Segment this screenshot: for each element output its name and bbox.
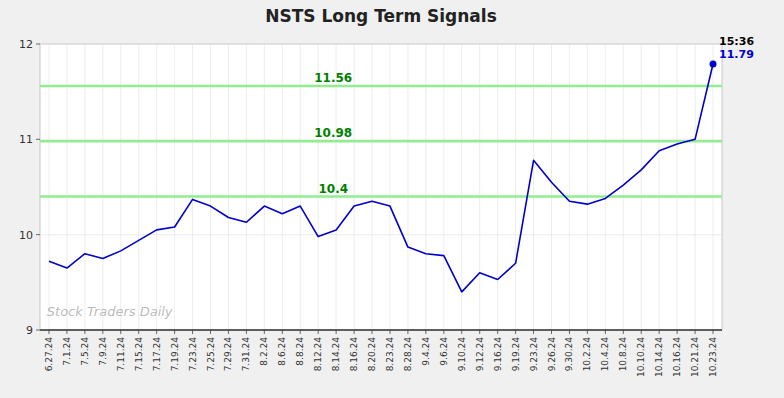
x-tick-label: 7.23.24: [188, 337, 198, 372]
x-tick-label: 7.29.24: [223, 337, 233, 372]
x-tick-label: 10.21.24: [690, 337, 700, 377]
x-tick-label: 7.1.24: [62, 337, 72, 366]
x-tick-label: 7.9.24: [98, 337, 108, 366]
x-tick-label: 9.30.24: [564, 337, 574, 372]
annotation: 11.79: [719, 48, 754, 61]
x-tick-label: 8.14.24: [331, 337, 341, 372]
x-tick-label: 7.5.24: [80, 337, 90, 366]
y-tick: [36, 139, 40, 140]
x-tick-label: 9.23.24: [529, 337, 539, 372]
y-tick-label: 11: [19, 133, 33, 146]
x-tick-label: 10.16.24: [672, 337, 682, 377]
x-tick-label: 7.19.24: [170, 337, 180, 372]
x-tick-label: 7.31.24: [241, 337, 251, 372]
y-grid-line: [40, 139, 722, 140]
chart: 9 10 11 12 6.27.24 7.1.24 7.5.24 7.9.24 7.11.24 7…: [0, 0, 784, 398]
x-tick-label: 6.27.24: [44, 337, 54, 372]
x-tick-label: 8.12.24: [313, 337, 323, 372]
x-tick-label: 7.15.24: [134, 337, 144, 372]
y-tick: [36, 234, 40, 235]
reference-label: 11.56: [314, 71, 352, 85]
y-grid-line: [40, 330, 722, 331]
x-tick-label: 10.23.24: [708, 337, 718, 377]
x-tick-label: 7.11.24: [116, 337, 126, 372]
reference-line: [40, 195, 722, 198]
data-line: [49, 64, 713, 292]
x-tick-label: 8.16.24: [349, 337, 359, 372]
x-tick-label: 8.2.24: [259, 337, 269, 366]
reference-line: [40, 85, 722, 88]
plot-area: [40, 44, 722, 330]
x-tick-label: 9.19.24: [511, 337, 521, 372]
x-axis-line: [40, 329, 722, 331]
last-point: [710, 61, 717, 68]
y-tick: [36, 44, 40, 45]
y-grid-line: [40, 234, 722, 235]
x-tick-label: 8.23.24: [385, 337, 395, 372]
x-tick-label: 10.2.24: [582, 337, 592, 372]
x-tick-label: 9.4.24: [421, 337, 431, 366]
y-tick-label: 9: [26, 324, 33, 337]
x-tick-label: 8.20.24: [367, 337, 377, 372]
watermark: Stock Traders Daily: [47, 304, 173, 319]
x-tick-label: 9.6.24: [439, 337, 449, 366]
x-tick-label: 9.10.24: [457, 337, 467, 372]
y-grid-line: [40, 44, 722, 45]
plot-marks: [40, 61, 722, 292]
x-tick-label: 9.16.24: [493, 337, 503, 372]
y-tick: [36, 330, 40, 331]
x-tick-label: 10.8.24: [618, 337, 628, 372]
reference-line: [40, 140, 722, 143]
x-tick-label: 8.8.24: [295, 337, 305, 366]
y-tick-label: 12: [19, 38, 33, 51]
reference-label: 10.4: [318, 182, 348, 196]
title: NSTS Long Term Signals: [265, 6, 497, 26]
x-tick-label: 9.26.24: [547, 337, 557, 372]
x-tick-label: 8.28.24: [403, 337, 413, 372]
x-tick-label: 10.4.24: [600, 337, 610, 372]
reference-label: 10.98: [314, 126, 352, 140]
annotation: 15:36: [719, 35, 754, 48]
x-tick-label: 7.25.24: [206, 337, 216, 372]
x-tick-label: 8.6.24: [277, 337, 287, 366]
x-tick-label: 10.10.24: [636, 337, 646, 377]
x-tick-label: 9.12.24: [475, 337, 485, 372]
y-tick-label: 10: [19, 229, 33, 242]
x-tick-label: 7.17.24: [152, 337, 162, 372]
x-tick-label: 10.14.24: [654, 337, 664, 377]
